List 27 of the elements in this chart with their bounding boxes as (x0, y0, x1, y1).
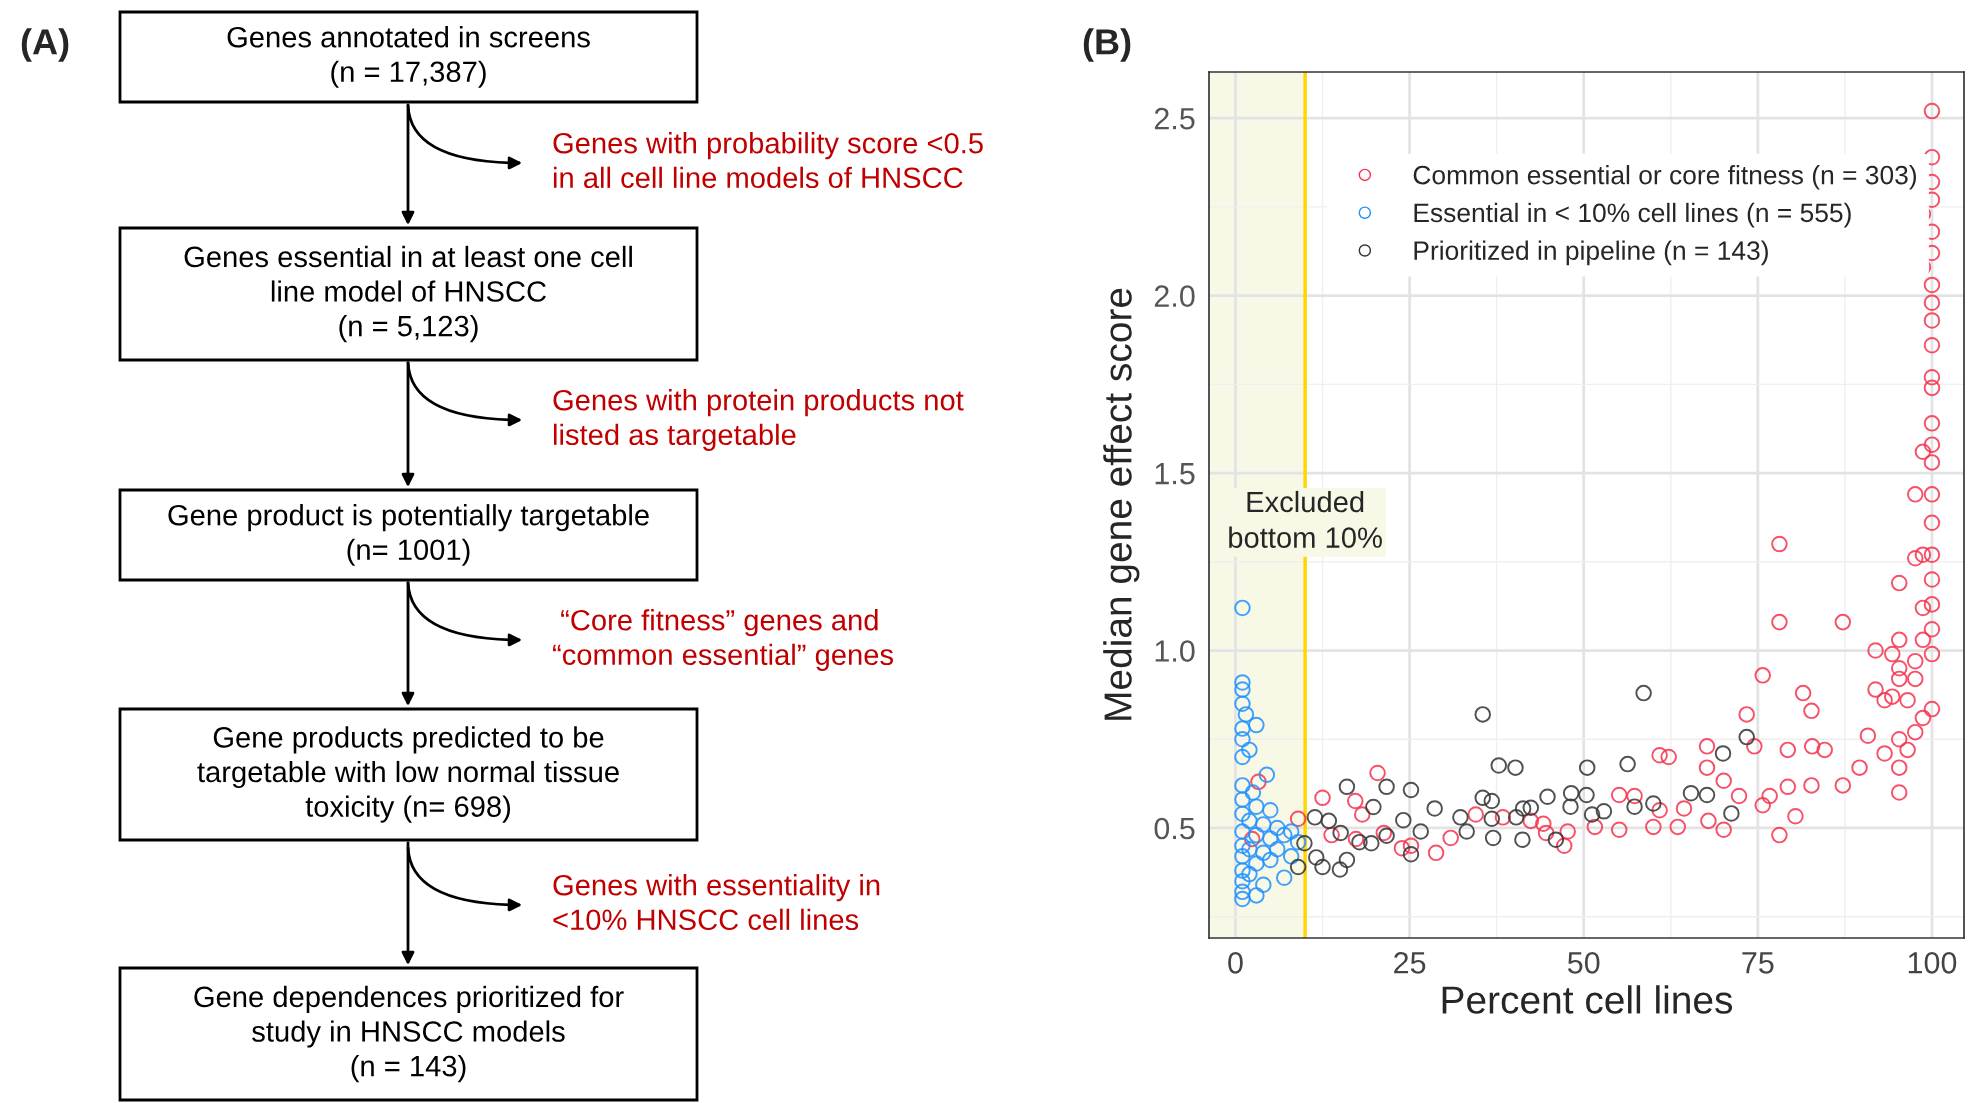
band-label: Excluded bottom 10% (1229, 490, 1382, 548)
x-tick-label: 25 (1394, 952, 1426, 974)
text: Gene dependences prioritized for study in HNSCC models (n = 143) (194, 985, 624, 1083)
y-tick-label: 0.5 (1154, 817, 1195, 840)
x-axis-title: Percent cell lines (1442, 985, 1733, 1014)
x-tick-label: 100 (1908, 952, 1957, 974)
text: Genes essential in at least one cell line model of HNSCC (n = 5,123) (184, 245, 632, 343)
legend-label: Prioritized in pipeline (n = 143) (1414, 240, 1768, 266)
y-axis-title: Median gene effect score (1103, 288, 1140, 720)
x-tick-label: 50 (1567, 952, 1600, 974)
text: Genes with protein products not listed as targetable (553, 389, 964, 451)
legend-label: Essential in < 10% cell lines (n = 555) (1414, 202, 1851, 228)
text: Gene products predicted to be targetable with low normal tissue toxicity (n= 698) (197, 726, 619, 823)
y-tick-label: 1.0 (1155, 640, 1195, 662)
text: Genes with probability score <0.5 in all cell line models of HNSCC (553, 132, 983, 189)
chart-title: (B) (1083, 28, 1131, 62)
x-tick-label: 0 (1228, 952, 1243, 974)
text: (A) (21, 28, 69, 62)
text: “Core fitness” genes and “common essential” genes (553, 609, 893, 671)
y-tick-label: 2.0 (1154, 285, 1195, 307)
text: Gene product is potentially targetable (n= 1001) (168, 504, 649, 566)
text: Genes with essentiality in <10% HNSCC cell lines (553, 874, 880, 931)
text: Genes annotated in screens (n = 17,387) (227, 26, 590, 88)
y-tick-label: 1.5 (1155, 463, 1195, 485)
y-tick-label: 2.5 (1154, 107, 1195, 130)
legend-label: Common essential or core fitness (n = 303) (1413, 165, 1916, 190)
x-tick-label: 75 (1742, 952, 1774, 974)
